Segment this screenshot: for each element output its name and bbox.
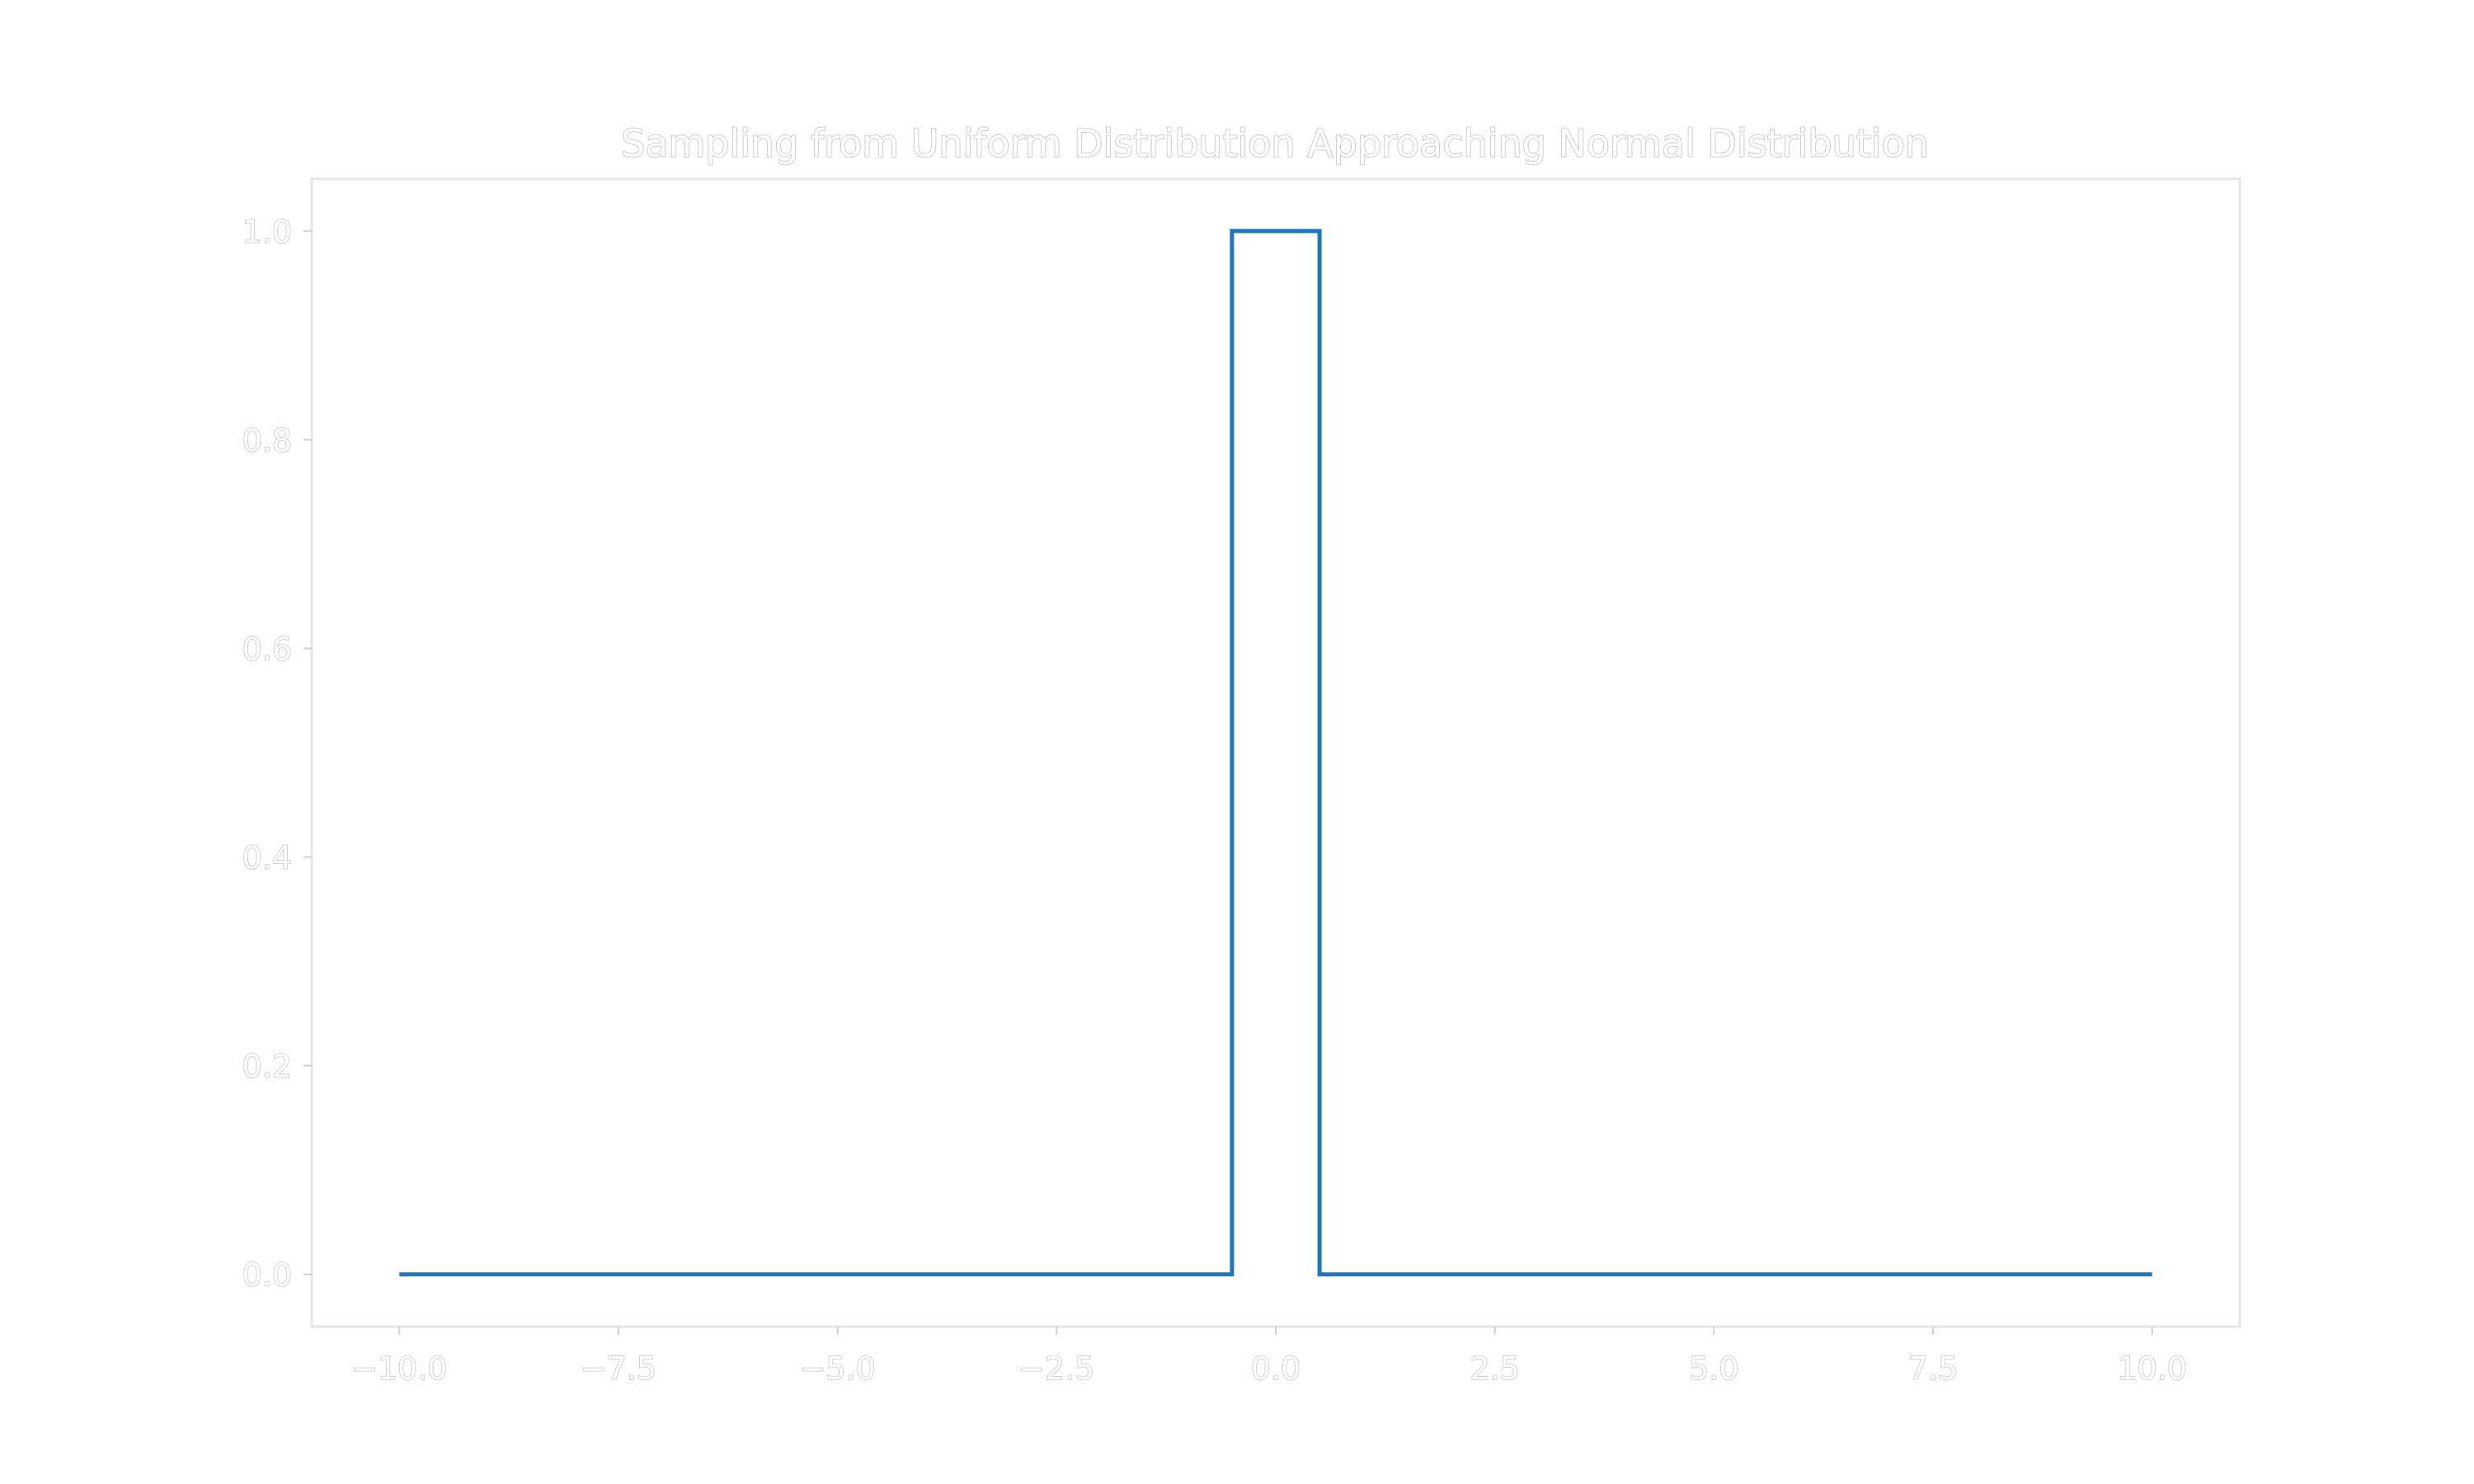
y-tick-label: 1.0 [242, 214, 292, 250]
x-axis: −10.0 −7.5 −5.0 −2.5 0.0 2.5 5.0 7.5 10.0 [350, 1327, 2188, 1388]
x-tick-label: 0.0 [1251, 1350, 1300, 1387]
x-tick-label: −2.5 [1018, 1350, 1094, 1387]
series-line [399, 228, 2152, 1277]
y-tick-label: 0.6 [242, 631, 292, 667]
y-tick-label: 0.2 [242, 1049, 292, 1085]
x-tick-label: 7.5 [1908, 1350, 1958, 1387]
x-tick-label: −7.5 [581, 1350, 656, 1387]
x-tick-label: 10.0 [2117, 1350, 2187, 1387]
series-layer [399, 228, 2152, 1277]
y-axis: 0.0 0.2 0.4 0.6 0.8 1.0 [242, 213, 312, 1294]
x-tick-label: 2.5 [1470, 1350, 1519, 1387]
y-tick-label: 0.4 [242, 840, 292, 876]
y-tick-label: 0.8 [242, 422, 292, 458]
y-tick-label: 0.0 [242, 1257, 292, 1294]
x-tick-label: 5.0 [1689, 1350, 1738, 1387]
x-tick-label: −10.0 [351, 1350, 447, 1387]
chart-title: Sampling from Uniform Distribution Appro… [621, 121, 1929, 166]
x-tick-label: −5.0 [799, 1350, 875, 1387]
